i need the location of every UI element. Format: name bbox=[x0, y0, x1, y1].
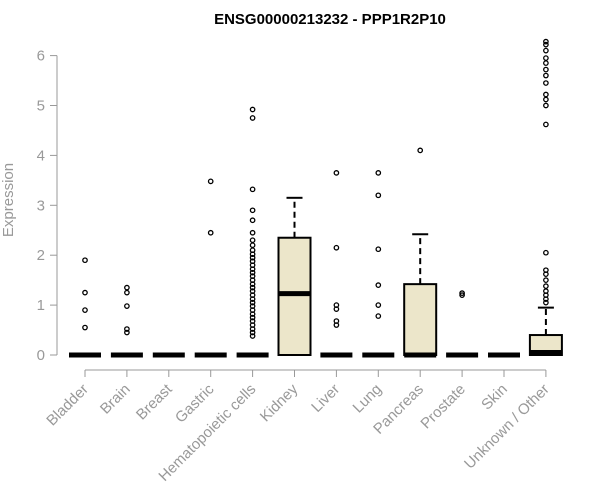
outlier-point bbox=[375, 282, 382, 288]
outlier-point bbox=[249, 242, 256, 249]
outlier-point bbox=[543, 72, 549, 79]
outlier-point bbox=[333, 318, 340, 324]
y-axis-label: Expression bbox=[0, 163, 17, 237]
outlier-point bbox=[543, 249, 549, 256]
box-group bbox=[277, 196, 312, 356]
outlier-point bbox=[82, 257, 88, 264]
outlier-point bbox=[543, 121, 549, 128]
box-group bbox=[403, 147, 438, 358]
y-tick-label: 2 bbox=[37, 247, 45, 264]
outlier-point bbox=[124, 326, 130, 332]
box-group bbox=[362, 170, 395, 358]
y-tick-label: 6 bbox=[37, 48, 45, 65]
box-group bbox=[236, 106, 269, 358]
outlier-point bbox=[249, 329, 256, 336]
y-tick-label: 1 bbox=[37, 297, 45, 314]
outlier-point bbox=[82, 307, 88, 313]
outlier-point bbox=[375, 302, 382, 308]
outlier-point bbox=[82, 289, 88, 296]
x-tick-label: Brain bbox=[97, 381, 134, 418]
outlier-point bbox=[249, 333, 256, 339]
outlier-point bbox=[249, 318, 256, 324]
outlier-point bbox=[543, 91, 549, 98]
outlier-point bbox=[249, 273, 256, 280]
outlier-point bbox=[417, 147, 424, 154]
x-tick-label: Kidney bbox=[257, 380, 302, 425]
x-tick-label: Skin bbox=[478, 381, 511, 414]
outlier-point bbox=[249, 258, 256, 265]
outlier-point bbox=[249, 217, 256, 224]
outlier-point bbox=[249, 284, 256, 291]
outlier-point bbox=[543, 96, 549, 103]
box-group bbox=[194, 178, 227, 358]
box-group bbox=[110, 284, 143, 358]
outlier-point bbox=[249, 115, 256, 121]
box-group bbox=[69, 257, 101, 358]
outlier-point bbox=[375, 246, 382, 253]
x-tick-label: Liver bbox=[308, 381, 343, 416]
outlier-point bbox=[543, 47, 549, 54]
outlier-point bbox=[249, 299, 256, 306]
outlier-point bbox=[543, 66, 549, 73]
outlier-point bbox=[543, 41, 549, 48]
outlier-point bbox=[459, 290, 465, 296]
outlier-point bbox=[543, 267, 549, 274]
outlier-point bbox=[459, 292, 465, 298]
outlier-point bbox=[543, 102, 549, 109]
outlier-point bbox=[82, 324, 88, 331]
outlier-point bbox=[543, 299, 549, 306]
outlier-point bbox=[207, 229, 214, 236]
outlier-point bbox=[543, 38, 549, 45]
outlier-point bbox=[207, 178, 214, 185]
outlier-point bbox=[249, 237, 256, 244]
box-body bbox=[277, 236, 312, 356]
outlier-point bbox=[124, 303, 130, 309]
outlier-point bbox=[375, 313, 382, 319]
outlier-point bbox=[375, 192, 382, 199]
outlier-point bbox=[249, 303, 256, 309]
outlier-point bbox=[124, 284, 130, 291]
outlier-point bbox=[249, 254, 256, 261]
outlier-point bbox=[333, 170, 340, 176]
outlier-point bbox=[543, 55, 549, 61]
outlier-point bbox=[375, 170, 382, 176]
outlier-point bbox=[249, 314, 256, 321]
box-group bbox=[446, 290, 479, 358]
y-axis: 0 1 2 3 4 5 6 bbox=[37, 48, 58, 364]
outlier-point bbox=[333, 244, 340, 251]
outlier-point bbox=[333, 302, 340, 308]
y-tick-label: 0 bbox=[37, 347, 45, 364]
outlier-point bbox=[249, 229, 256, 236]
box-group bbox=[320, 170, 353, 358]
outlier-point bbox=[543, 283, 549, 289]
y-tick-label: 4 bbox=[37, 147, 45, 164]
box-group bbox=[528, 38, 563, 357]
y-tick-label: 3 bbox=[37, 197, 45, 214]
outlier-point bbox=[249, 207, 256, 214]
box-body bbox=[403, 283, 438, 356]
outlier-point bbox=[543, 80, 549, 86]
x-tick-label: Bladder bbox=[43, 381, 92, 430]
outlier-point bbox=[543, 277, 549, 283]
x-tick-label: Prostate bbox=[417, 381, 469, 433]
outlier-point bbox=[249, 106, 256, 113]
chart-title: ENSG00000213232 - PPP1R2P10 bbox=[214, 11, 446, 28]
outlier-point bbox=[249, 269, 256, 276]
outlier-point bbox=[543, 60, 549, 66]
outlier-point bbox=[124, 329, 130, 336]
outlier-point bbox=[124, 289, 130, 296]
plot-area bbox=[69, 38, 563, 358]
outlier-point bbox=[249, 288, 256, 294]
outlier-point bbox=[249, 186, 256, 193]
y-tick-label: 5 bbox=[37, 98, 45, 115]
x-tick-label: Lung bbox=[350, 381, 386, 417]
x-tick-label: Breast bbox=[133, 380, 176, 423]
